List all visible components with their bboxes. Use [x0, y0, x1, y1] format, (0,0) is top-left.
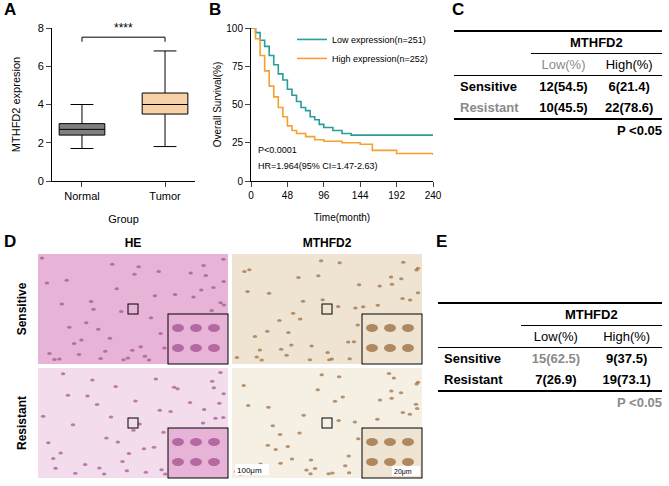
html-text:Resistant: Resistant	[460, 100, 519, 115]
svg-text:0: 0	[248, 190, 254, 201]
html-text:P <0.05: P <0.05	[617, 123, 662, 138]
svg-text:240: 240	[425, 190, 442, 201]
html-text:22(78.6): 22(78.6)	[604, 100, 654, 115]
html-text:P <0.05: P <0.05	[617, 395, 662, 410]
html-text:Sensitive: Sensitive	[444, 351, 502, 366]
svg-text:Low expression(n=251): Low expression(n=251)	[332, 35, 426, 45]
svg-text:Sensitive: Sensitive	[15, 282, 29, 335]
svg-text:Normal: Normal	[64, 190, 99, 202]
svg-text:Group: Group	[108, 213, 139, 225]
svg-text:HR=1.964(95% CI=1.47-2.63): HR=1.964(95% CI=1.47-2.63)	[258, 161, 378, 171]
html-text:19(73.1): 19(73.1)	[602, 372, 651, 387]
svg-text:4: 4	[38, 98, 44, 110]
html-text:MTHFD2: MTHFD2	[570, 35, 623, 50]
html-text:12(54.5): 12(54.5)	[539, 79, 588, 94]
svg-text:96: 96	[318, 190, 330, 201]
svg-text:2: 2	[38, 137, 44, 149]
svg-text:6: 6	[38, 60, 44, 72]
svg-text:0: 0	[38, 175, 44, 187]
svg-text:0: 0	[237, 176, 243, 187]
svg-text:8: 8	[38, 22, 44, 34]
svg-text:48: 48	[282, 190, 294, 201]
svg-text:Overall Survival(%): Overall Survival(%)	[212, 62, 223, 148]
svg-text:192: 192	[388, 190, 405, 201]
html-text:MTHFD2: MTHFD2	[564, 307, 618, 322]
svg-text:100μm: 100μm	[237, 466, 262, 475]
html-text:6(21.4): 6(21.4)	[608, 79, 650, 94]
html-text:E: E	[436, 232, 448, 251]
svg-text:P<0.0001: P<0.0001	[258, 145, 297, 155]
html-text:15(62.5): 15(62.5)	[531, 351, 581, 366]
svg-text:MTHFD2 expresion: MTHFD2 expresion	[10, 57, 22, 152]
html-text:Sensitive: Sensitive	[460, 79, 518, 94]
svg-text:MTHFD2: MTHFD2	[303, 236, 352, 250]
html-text:High(%): High(%)	[605, 57, 653, 72]
svg-text:****: ****	[114, 21, 133, 35]
svg-text:Tumor: Tumor	[149, 190, 181, 202]
svg-text:50: 50	[232, 99, 244, 110]
html-text:D: D	[4, 232, 17, 251]
svg-text:100: 100	[226, 23, 243, 34]
html-text:B: B	[209, 0, 222, 19]
html-text:Resistant: Resistant	[444, 372, 503, 387]
html-text:9(37.5): 9(37.5)	[606, 351, 648, 366]
html-text:A: A	[4, 0, 17, 19]
html-text:7(26.9): 7(26.9)	[535, 372, 577, 387]
svg-text:Time(month): Time(month)	[314, 212, 370, 223]
svg-text:High expression(n=252): High expression(n=252)	[332, 54, 428, 64]
html-text:Low(%): Low(%)	[541, 57, 586, 72]
svg-text:20μm: 20μm	[394, 468, 412, 476]
html-text:High(%): High(%)	[603, 329, 651, 344]
svg-text:Resistant: Resistant	[15, 396, 29, 450]
svg-text:144: 144	[352, 190, 369, 201]
svg-text:75: 75	[232, 61, 244, 72]
html-text:Low(%): Low(%)	[533, 329, 578, 344]
html-text:C: C	[452, 0, 465, 19]
svg-text:25: 25	[232, 137, 244, 148]
html-text:10(45.5): 10(45.5)	[539, 100, 588, 115]
svg-text:HE: HE	[125, 236, 142, 250]
